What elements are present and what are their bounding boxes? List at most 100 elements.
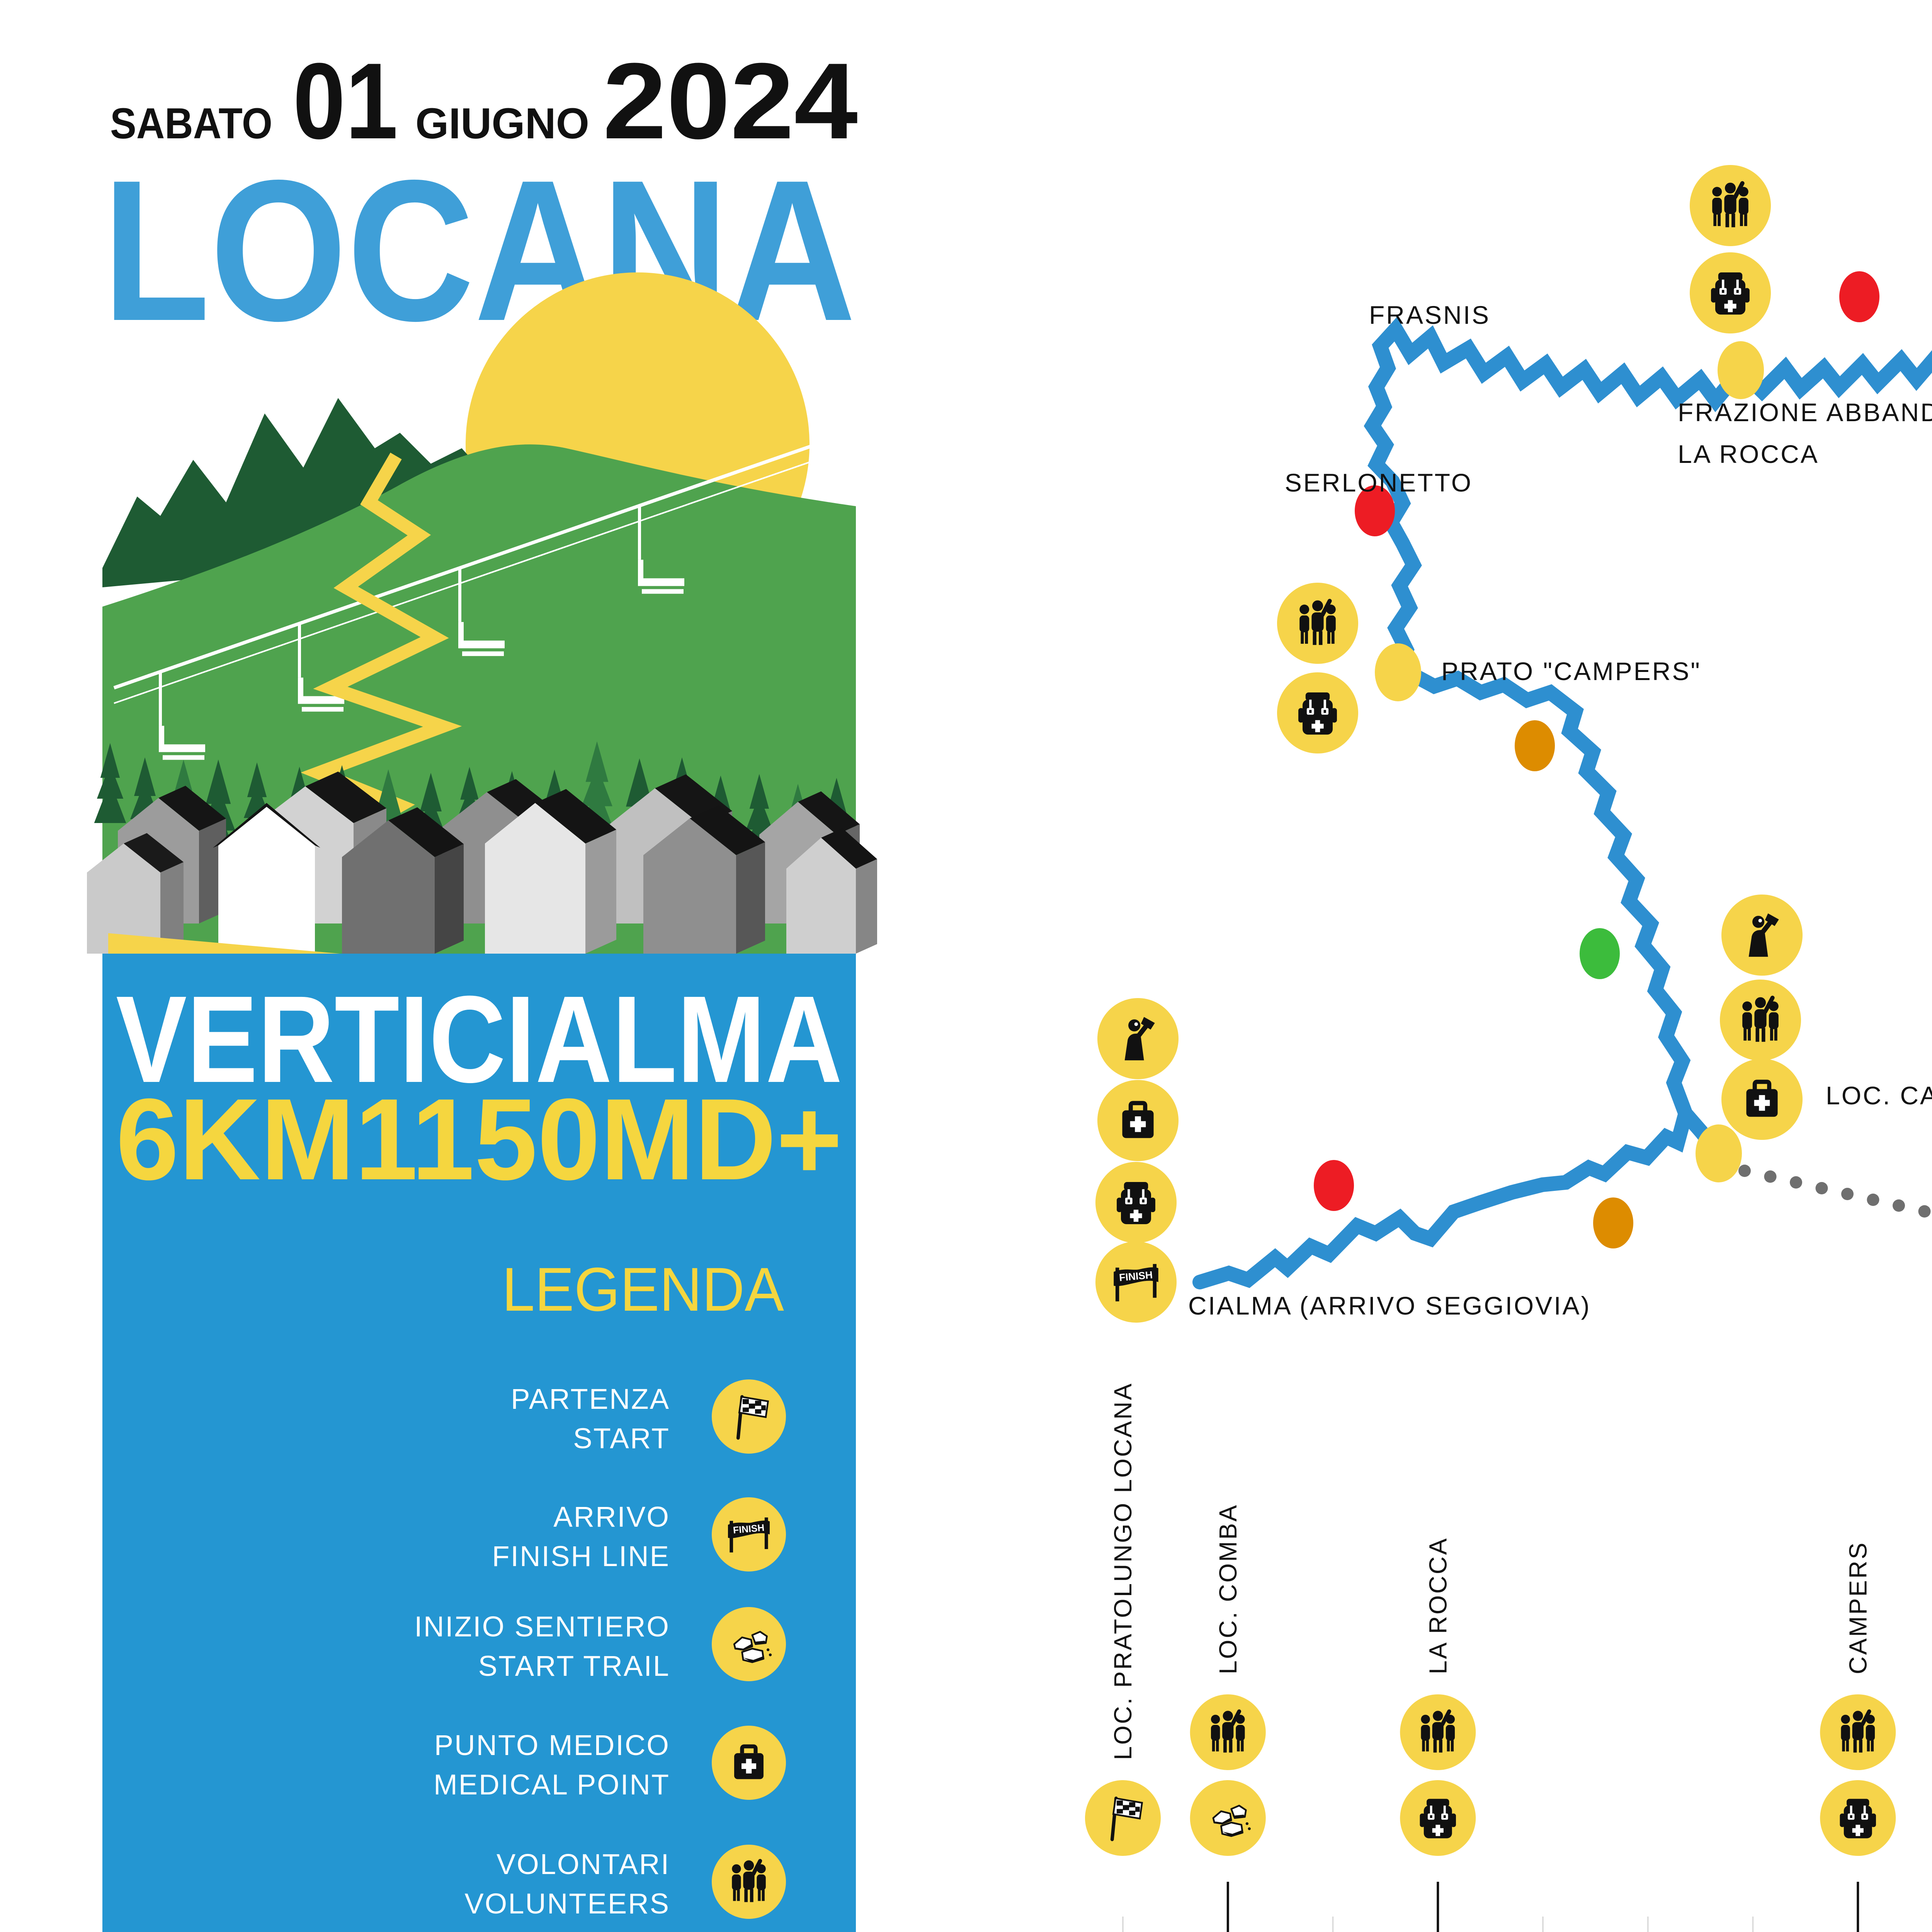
station-icon xyxy=(1400,1694,1476,1770)
station-icon xyxy=(1400,1780,1476,1856)
house-roof xyxy=(388,807,464,857)
station-label: LOC. COMBA xyxy=(1214,1503,1242,1674)
legend-items: PARTENZA START ARRIVO FINISH LINE INIZIO SEN… xyxy=(414,1379,786,1920)
legend-item: ARRIVO FINISH LINE xyxy=(492,1497,786,1572)
house-roof xyxy=(798,791,860,835)
map-icon xyxy=(1095,1242,1177,1323)
race-name: VERTICIALMA xyxy=(116,970,842,1108)
chair-seat xyxy=(159,744,205,752)
dotted-path-dot xyxy=(1790,1176,1802,1189)
pine-tree xyxy=(94,781,126,823)
legend-item: PARTENZA START xyxy=(511,1379,786,1454)
dotted-path-dot xyxy=(1764,1170,1777,1183)
house-front xyxy=(342,820,435,954)
date-giugno: GIUGNO xyxy=(415,99,589,148)
icon-circle xyxy=(1085,1780,1161,1856)
pine-tree xyxy=(420,773,442,811)
house-side xyxy=(856,859,877,954)
map-icon xyxy=(1277,672,1358,753)
orange-grade-dot xyxy=(1515,720,1555,771)
station-label: LOC. PRATOLUNGO LOCANA xyxy=(1109,1382,1137,1760)
chair-back xyxy=(638,560,643,584)
dotted-path-dot xyxy=(1738,1165,1751,1177)
icon-circle xyxy=(712,1379,786,1454)
legend-label-line2: FINISH LINE xyxy=(492,1540,670,1572)
house-roof xyxy=(690,805,765,855)
pine-tree xyxy=(585,741,609,782)
village-path xyxy=(108,933,340,954)
map-icon xyxy=(1721,895,1803,976)
map-icon xyxy=(1690,165,1771,246)
course-map: FRASNIS SERLONETTO PRATO "CAMPERS" FRAZIONE… xyxy=(1095,165,1932,1323)
legend-label-line1: PUNTO MEDICO xyxy=(434,1729,670,1761)
house-side xyxy=(160,862,184,954)
station-icon xyxy=(1820,1780,1896,1856)
legend-label-line2: VOLUNTEERS xyxy=(464,1888,670,1920)
map-icon xyxy=(1095,1162,1177,1243)
legend-label-line1: ARRIVO xyxy=(553,1501,670,1533)
station-icon xyxy=(1190,1694,1266,1770)
house-roof xyxy=(535,789,616,844)
course-trail xyxy=(1192,317,1932,1289)
house-side xyxy=(585,830,616,954)
dotted-path-dot xyxy=(1815,1182,1828,1194)
map-label: FRASNIS xyxy=(1369,301,1490,329)
legend-item: PUNTO MEDICO MEDICAL POINT xyxy=(434,1726,786,1801)
dotted-path-dot xyxy=(1893,1199,1905,1212)
pine-tree xyxy=(175,760,192,791)
chairlift xyxy=(113,433,845,760)
pine-tree xyxy=(749,774,769,809)
map-label: SERLONETTO xyxy=(1285,468,1473,497)
legend-label-line1: VOLONTARI xyxy=(497,1848,670,1880)
chair-seat xyxy=(298,696,344,704)
house-front xyxy=(643,818,736,954)
pine-tree xyxy=(97,764,124,799)
elevation-chart: 600 M800 M1.000 M1.200 M1.400 M1.600 M1.… xyxy=(1085,1382,1896,1932)
station-icon xyxy=(1190,1780,1266,1856)
map-icon xyxy=(1097,1080,1179,1161)
dotted-path-dot xyxy=(1918,1205,1931,1218)
house-roof xyxy=(158,786,226,831)
village-houses xyxy=(87,771,877,954)
date-sabato: SABATO xyxy=(110,99,272,148)
legend-label-line1: INIZIO SENTIERO xyxy=(414,1611,670,1643)
legend-label-line2: START xyxy=(573,1422,670,1454)
legend-title: LEGENDA xyxy=(502,1255,784,1324)
pine-tree xyxy=(582,765,612,806)
chair-footrest xyxy=(642,589,684,594)
pine-tree xyxy=(206,759,231,804)
chair-footrest xyxy=(163,755,204,760)
house-front xyxy=(485,803,585,954)
orange-grade-dot xyxy=(1593,1197,1633,1248)
house-side xyxy=(435,844,464,954)
legend-item: INIZIO SENTIERO START TRAIL xyxy=(414,1607,786,1682)
race-stats: 6KM1150MD+ xyxy=(116,1074,842,1204)
date-year: 2024 xyxy=(603,41,859,162)
house-roof xyxy=(305,771,386,823)
legend-label-line2: MEDICAL POINT xyxy=(434,1769,670,1801)
chair-footrest xyxy=(302,707,344,712)
house-roof xyxy=(821,828,877,869)
map-label: LOC. CARELLO xyxy=(1826,1081,1932,1110)
house-front xyxy=(87,844,160,954)
chair-back xyxy=(159,726,164,750)
waypoint-dot xyxy=(1718,341,1764,399)
red-grade-dot xyxy=(1839,271,1879,322)
map-icon xyxy=(1277,583,1358,664)
dotted-path-dot xyxy=(1867,1194,1879,1206)
pine-tree xyxy=(626,758,653,807)
pine-tree xyxy=(134,757,156,796)
red-grade-dot xyxy=(1355,485,1395,536)
pine-tree xyxy=(746,795,773,830)
station-label: LA ROCCA xyxy=(1424,1537,1452,1674)
house-front xyxy=(218,807,315,954)
house-front xyxy=(786,838,856,954)
header-date: SABATO 01 GIUGNO 2024 xyxy=(110,41,859,162)
map-icon xyxy=(1097,998,1179,1079)
station-label: CAMPERS xyxy=(1844,1541,1872,1675)
map-label: LA ROCCA xyxy=(1678,440,1819,468)
legend-label-line1: PARTENZA xyxy=(511,1383,670,1415)
chair-footrest xyxy=(462,651,504,656)
legend-item: VOLONTARI VOLUNTEERS xyxy=(464,1845,786,1920)
